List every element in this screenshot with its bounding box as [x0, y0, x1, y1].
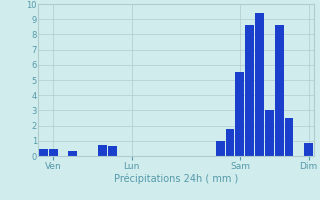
Bar [245, 25, 254, 156]
Bar [284, 118, 293, 156]
Bar [98, 145, 107, 156]
Bar [275, 25, 284, 156]
Bar [216, 141, 225, 156]
Bar [226, 129, 235, 156]
Bar [49, 149, 58, 156]
Bar [236, 72, 244, 156]
Bar [108, 146, 116, 156]
Bar [304, 143, 313, 156]
Bar [68, 151, 77, 156]
Bar [39, 149, 48, 156]
X-axis label: Précipitations 24h ( mm ): Précipitations 24h ( mm ) [114, 173, 238, 184]
Bar [255, 13, 264, 156]
Bar [265, 110, 274, 156]
